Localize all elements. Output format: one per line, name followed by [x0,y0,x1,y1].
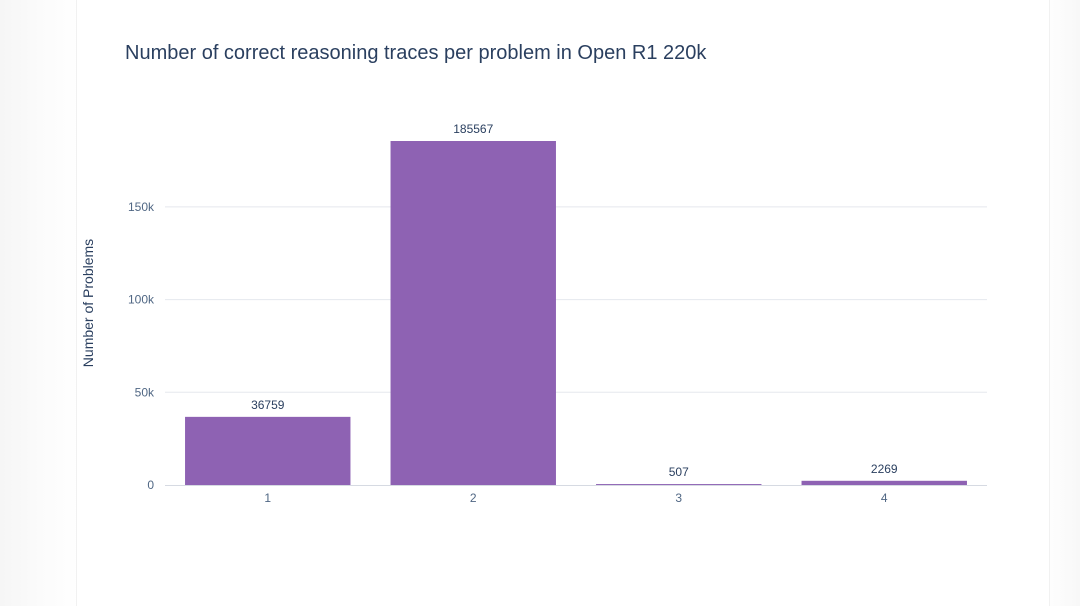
bar-label-1: 36759 [251,398,285,412]
bar-label-3: 507 [669,465,689,479]
y-axis-ticks: 0 50k 100k 150k [128,200,155,492]
x-axis-ticks: 1 2 3 4 [264,491,888,505]
bar-label-2: 185567 [453,122,493,136]
bar-data-labels: 36759 185567 507 2269 [251,122,898,479]
x-tick-label-3: 3 [675,491,682,505]
chart-card [76,0,1050,606]
x-tick-label-1: 1 [264,491,271,505]
bar-label-4: 2269 [871,462,898,476]
y-tick-label: 100k [128,293,155,307]
bar-4 [801,480,967,485]
bar-2 [390,141,556,485]
y-tick-label: 150k [128,200,155,214]
x-tick-label-2: 2 [470,491,477,505]
gridlines [165,206,987,486]
bars [185,141,967,485]
x-tick-label-4: 4 [881,491,888,505]
chart-title: Number of correct reasoning traces per p… [125,42,707,64]
y-tick-label: 50k [135,385,155,399]
bar-3 [596,484,762,485]
y-tick-label: 0 [147,478,154,492]
bar-1 [185,416,351,485]
